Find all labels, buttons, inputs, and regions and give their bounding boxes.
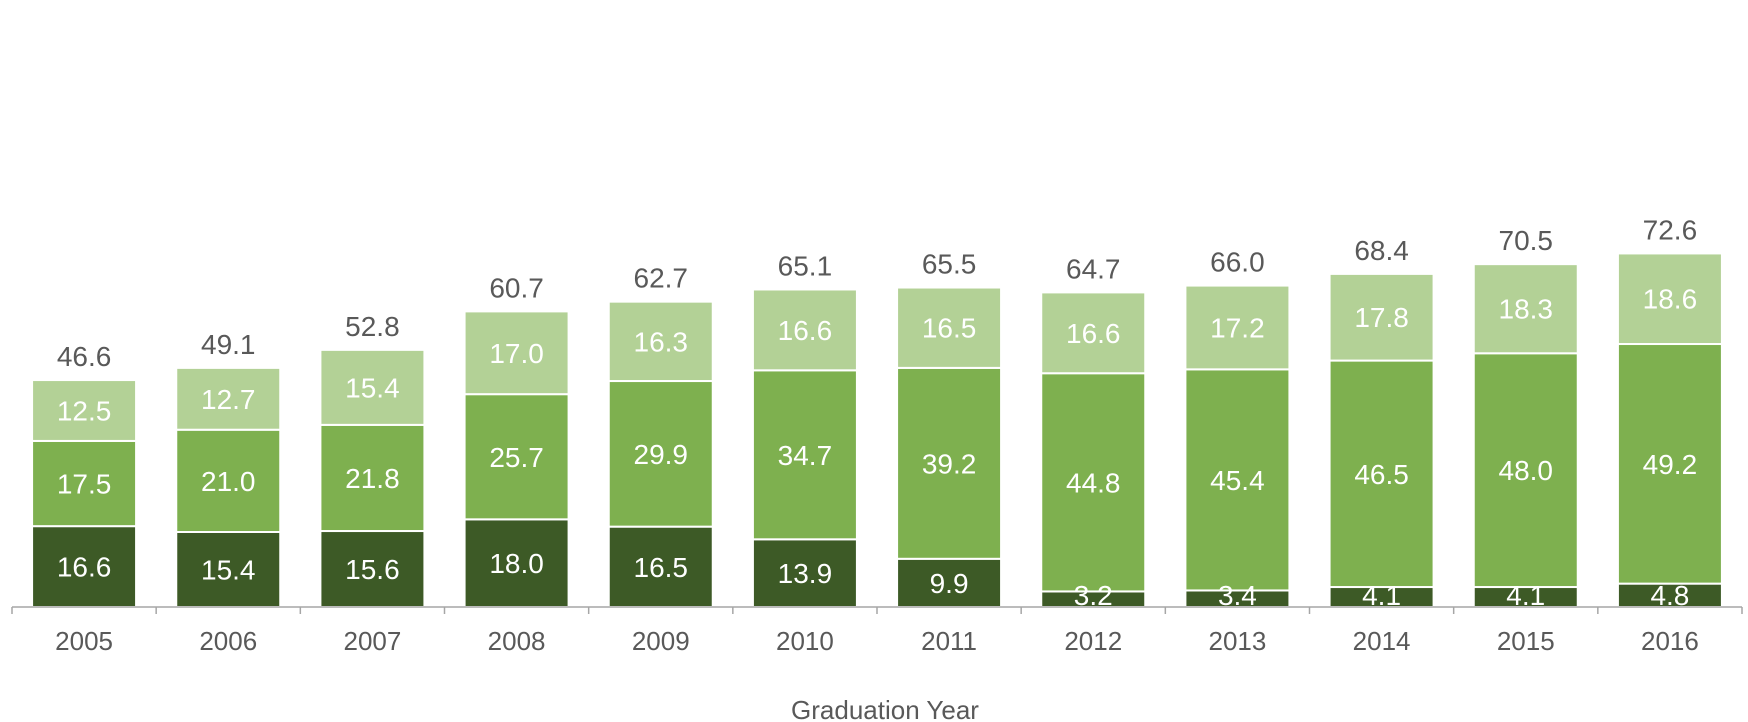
x-tick-label-2006: 2006 bbox=[199, 626, 257, 656]
segment-label-2006-s1: 15.4 bbox=[201, 555, 256, 586]
segment-label-2007-s3: 15.4 bbox=[345, 372, 400, 403]
segment-label-2005-s3: 12.5 bbox=[57, 395, 112, 426]
bar-segment-2010-s1 bbox=[751, 538, 858, 609]
bar-segment-2007-s3 bbox=[319, 348, 426, 426]
total-label-2012: 64.7 bbox=[1066, 253, 1121, 284]
bar-segment-2011-s2 bbox=[896, 366, 1003, 560]
segment-label-2012-s1: 3.2 bbox=[1074, 580, 1113, 611]
segment-label-2009-s1: 16.5 bbox=[634, 552, 689, 583]
segment-label-2015-s2: 48.0 bbox=[1499, 455, 1554, 486]
total-label-2005: 46.6 bbox=[57, 341, 112, 372]
segment-label-2014-s1: 4.1 bbox=[1362, 580, 1401, 611]
bar-segment-2011-s1 bbox=[896, 557, 1003, 608]
x-axis-title: Graduation Year bbox=[791, 695, 979, 722]
x-tick-label-2013: 2013 bbox=[1208, 626, 1266, 656]
segment-label-2006-s2: 21.0 bbox=[201, 466, 256, 497]
bar-segment-2008-s1 bbox=[463, 518, 570, 609]
bar-segment-2008-s3 bbox=[463, 310, 570, 396]
total-label-2014: 68.4 bbox=[1354, 235, 1409, 266]
bar-segment-2008-s2 bbox=[463, 393, 570, 521]
bar-segment-2005-s1 bbox=[31, 525, 138, 609]
segment-label-2006-s3: 12.7 bbox=[201, 384, 256, 415]
segment-label-2011-s3: 16.5 bbox=[922, 313, 977, 344]
x-tick-label-2011: 2011 bbox=[921, 626, 977, 656]
segment-label-2009-s3: 16.3 bbox=[634, 326, 689, 357]
x-tick-label-2016: 2016 bbox=[1641, 626, 1699, 656]
total-label-2006: 49.1 bbox=[201, 329, 256, 360]
x-tick-label-2010: 2010 bbox=[776, 626, 834, 656]
segment-label-2005-s1: 16.6 bbox=[57, 552, 112, 583]
bar-segment-2012-s2 bbox=[1040, 372, 1147, 593]
bar-segment-2016-s3 bbox=[1616, 252, 1723, 346]
bar-segment-2015-s3 bbox=[1472, 263, 1579, 355]
segment-label-2007-s2: 21.8 bbox=[345, 463, 400, 494]
total-labels-group: 46.6 49.1 52.8 60.7 62.7 65.1 65.5 64.7 66.0 68.4… bbox=[57, 214, 1697, 372]
segment-label-2010-s1: 13.9 bbox=[778, 558, 833, 589]
segment-label-2012-s3: 16.6 bbox=[1066, 318, 1121, 349]
bar-segment-2014-s3 bbox=[1328, 272, 1435, 362]
segment-label-2007-s1: 15.6 bbox=[345, 554, 400, 585]
bar-segment-2005-s3 bbox=[31, 379, 138, 442]
total-label-2013: 66.0 bbox=[1210, 247, 1265, 278]
segment-label-2010-s2: 34.7 bbox=[778, 440, 833, 471]
bar-segment-2014-s2 bbox=[1328, 359, 1435, 589]
bar-segment-2006-s1 bbox=[175, 531, 282, 609]
total-label-2011: 65.5 bbox=[922, 249, 977, 280]
segment-label-2008-s2: 25.7 bbox=[489, 442, 544, 473]
x-tick-label-2015: 2015 bbox=[1497, 626, 1555, 656]
total-label-2015: 70.5 bbox=[1499, 225, 1554, 256]
segment-label-2014-s2: 46.5 bbox=[1354, 459, 1409, 490]
segment-label-2011-s1: 9.9 bbox=[930, 568, 969, 599]
total-label-2009: 62.7 bbox=[634, 263, 689, 294]
total-label-2016: 72.6 bbox=[1643, 214, 1698, 245]
total-label-2008: 60.7 bbox=[489, 272, 544, 303]
x-axis: 2005 2006 2007 2008 2009 2010 2011 2012 2013 2014… bbox=[11, 606, 1743, 656]
x-tick-label-2008: 2008 bbox=[488, 626, 546, 656]
bar-segment-2012-s3 bbox=[1040, 291, 1147, 375]
bar-segment-2015-s2 bbox=[1472, 352, 1579, 589]
bars-group bbox=[31, 252, 1723, 609]
segment-label-2008-s3: 17.0 bbox=[489, 338, 544, 369]
segment-labels-group: 16.6 17.5 12.5 15.4 21.0 12.7 15.6 21.8 15.4 18.0… bbox=[57, 284, 1697, 611]
bar-segment-2009-s3 bbox=[607, 300, 714, 383]
bar-segment-2006-s3 bbox=[175, 366, 282, 431]
x-tick-label-2014: 2014 bbox=[1353, 626, 1411, 656]
bar-segment-2011-s3 bbox=[896, 286, 1003, 369]
segment-label-2005-s2: 17.5 bbox=[57, 469, 112, 500]
segment-label-2012-s2: 44.8 bbox=[1066, 467, 1121, 498]
segment-label-2014-s3: 17.8 bbox=[1354, 302, 1409, 333]
segment-label-2008-s1: 18.0 bbox=[489, 548, 544, 579]
segment-label-2013-s2: 45.4 bbox=[1210, 465, 1265, 496]
x-tick-label-2009: 2009 bbox=[632, 626, 690, 656]
x-tick-label-2005: 2005 bbox=[55, 626, 113, 656]
bar-segment-2010-s2 bbox=[751, 369, 858, 541]
segment-label-2016-s1: 4.8 bbox=[1650, 580, 1689, 611]
x-tick-label-2007: 2007 bbox=[343, 626, 401, 656]
bar-segment-2010-s3 bbox=[751, 288, 858, 372]
segment-label-2016-s3: 18.6 bbox=[1643, 284, 1698, 315]
bar-segment-2007-s2 bbox=[319, 423, 426, 533]
segment-label-2009-s2: 29.9 bbox=[634, 439, 689, 470]
segment-label-2010-s3: 16.6 bbox=[778, 315, 833, 346]
total-label-2010: 65.1 bbox=[778, 250, 833, 281]
segment-label-2011-s2: 39.2 bbox=[922, 448, 977, 479]
segment-label-2016-s2: 49.2 bbox=[1643, 449, 1698, 480]
x-tick-label-2012: 2012 bbox=[1064, 626, 1122, 656]
bar-segment-2016-s2 bbox=[1616, 343, 1723, 585]
segment-label-2015-s3: 18.3 bbox=[1499, 294, 1554, 325]
segment-label-2013-s1: 3.4 bbox=[1218, 580, 1257, 611]
bar-segment-2013-s3 bbox=[1184, 284, 1291, 371]
bar-segment-2006-s2 bbox=[175, 428, 282, 534]
segment-label-2015-s1: 4.1 bbox=[1506, 580, 1545, 611]
segment-label-2013-s3: 17.2 bbox=[1210, 312, 1265, 343]
bar-segment-2005-s2 bbox=[31, 439, 138, 528]
total-label-2007: 52.8 bbox=[345, 311, 400, 342]
